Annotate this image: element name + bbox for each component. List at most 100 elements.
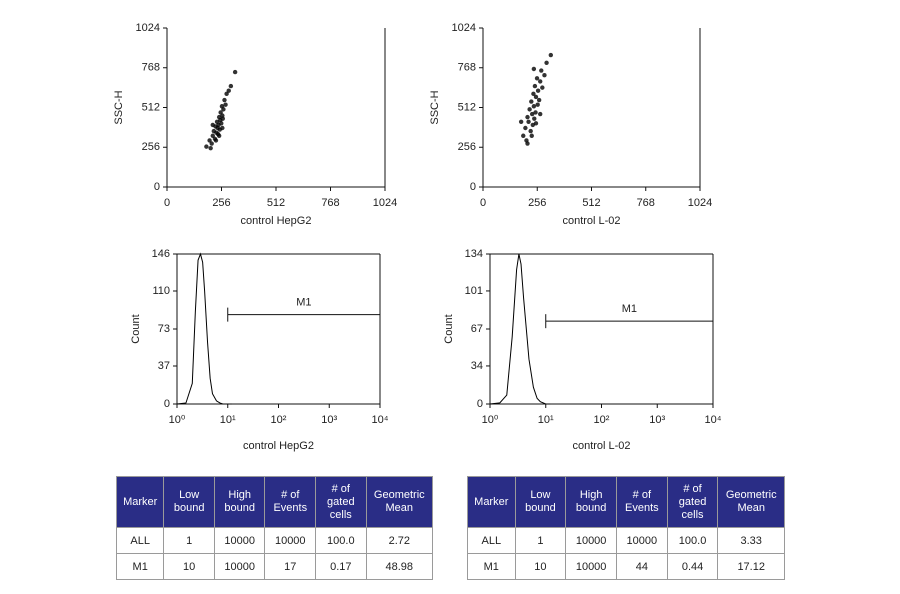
x-tick-label: 10¹	[220, 414, 236, 426]
event-dot	[528, 128, 533, 134]
header-cell: # of gated cells	[315, 476, 367, 528]
y-tick-label: 67	[471, 323, 483, 335]
header-cell: Geometric Mean	[365, 476, 434, 528]
event-dot	[531, 91, 536, 97]
event-dot	[532, 83, 538, 89]
header-cell: # of Events	[615, 476, 668, 528]
event-dot	[213, 138, 219, 143]
header-cell: Low bound	[514, 476, 567, 528]
event-dot	[222, 97, 227, 103]
header-row: Marker Low bound High bound # of Events # of…	[467, 476, 785, 528]
data-cell: 0.44	[666, 553, 719, 580]
event-dot	[220, 125, 225, 131]
event-dot	[526, 119, 531, 124]
event-dot	[220, 116, 225, 121]
data-cell: 10000	[565, 527, 617, 554]
x-tick-label: 0	[164, 197, 170, 209]
histogram-line	[489, 253, 551, 405]
y-tick-label: 101	[465, 285, 483, 297]
event-dot	[219, 121, 224, 126]
y-tick-label: 73	[158, 323, 170, 335]
data-cell: 1	[163, 527, 215, 554]
event-dot	[210, 122, 215, 128]
event-dot	[221, 107, 226, 112]
event-dot	[232, 69, 238, 75]
data-cell: 17	[264, 553, 317, 580]
data-cell: 3.33	[717, 527, 785, 554]
data-cell: M1	[115, 553, 165, 580]
header-cell: High bound	[565, 476, 617, 528]
event-dot	[216, 133, 222, 138]
data-cell: 1	[514, 527, 567, 554]
event-dot	[527, 107, 532, 112]
y-tick-label: 256	[142, 141, 160, 153]
y-axis-label: Count	[130, 314, 142, 343]
header-cell: # of gated cells	[666, 476, 719, 528]
data-cell: ALL	[115, 527, 165, 554]
event-dot	[209, 141, 214, 146]
data-row: M1 10 10000 44 0.44 17.12	[467, 553, 785, 580]
x-tick-label: 10⁰	[482, 414, 499, 426]
data-cell: 10	[514, 553, 567, 580]
data-cell: 10	[163, 553, 215, 580]
data-cell: 10000	[565, 553, 617, 580]
marker-label: M1	[622, 303, 637, 315]
x-tick-label: 10¹	[538, 414, 554, 426]
event-dot	[533, 110, 538, 115]
y-tick-label: 512	[142, 101, 160, 113]
header-cell: Marker	[115, 476, 165, 528]
event-dot	[532, 116, 537, 121]
y-tick-label: 0	[477, 398, 483, 410]
y-axis-label: SSC-H	[429, 90, 441, 124]
data-cell: 48.98	[365, 553, 434, 580]
data-cell: 17.12	[717, 553, 785, 580]
y-tick-label: 1024	[452, 22, 476, 34]
event-dot	[223, 102, 228, 107]
event-dot	[535, 88, 541, 93]
x-tick-label: 10²	[271, 414, 287, 426]
event-dot	[533, 94, 539, 100]
data-cell: ALL	[467, 527, 516, 554]
header-row: Marker Low bound High bound # of Events # of…	[115, 476, 434, 528]
stats-table: Marker Low bound High bound # of Events # of…	[467, 476, 785, 580]
event-dot	[208, 145, 213, 151]
event-dot	[228, 83, 234, 89]
marker-label: M1	[296, 297, 311, 309]
event-dot	[226, 88, 231, 93]
x-tick-label: 10²	[594, 414, 610, 426]
y-tick-label: 1024	[136, 22, 160, 34]
x-tick-label: 10³	[321, 414, 337, 426]
y-tick-label: 110	[152, 285, 170, 297]
y-tick-label: 768	[458, 62, 476, 74]
y-axis-label: SSC-H	[113, 90, 125, 124]
x-tick-label: 768	[637, 197, 655, 209]
data-cell: 0.17	[315, 553, 367, 580]
data-cell: 100.0	[315, 527, 367, 554]
event-dot	[210, 133, 215, 138]
x-tick-label: 1024	[688, 197, 712, 209]
x-axis-label: control L-02	[562, 215, 620, 227]
x-tick-label: 10⁴	[372, 414, 389, 426]
header-cell: Marker	[467, 476, 516, 528]
event-dot	[531, 66, 537, 72]
x-tick-label: 768	[321, 197, 339, 209]
x-axis-label: control HepG2	[241, 215, 312, 227]
x-tick-label: 512	[267, 197, 285, 209]
x-tick-label: 1024	[373, 197, 397, 209]
y-axis-label: Count	[443, 314, 455, 343]
y-tick-label: 0	[470, 181, 476, 193]
event-dot	[204, 144, 209, 149]
event-dot	[529, 99, 534, 104]
histogram-line	[176, 252, 232, 405]
y-tick-label: 0	[154, 181, 160, 193]
data-cell: M1	[467, 553, 516, 580]
x-tick-label: 0	[480, 197, 486, 209]
data-cell: 100.0	[666, 527, 719, 554]
y-tick-label: 256	[458, 141, 476, 153]
header-cell: High bound	[213, 476, 266, 528]
data-cell: 44	[615, 553, 668, 580]
event-dot	[535, 102, 540, 107]
data-cell: 10000	[213, 553, 266, 580]
